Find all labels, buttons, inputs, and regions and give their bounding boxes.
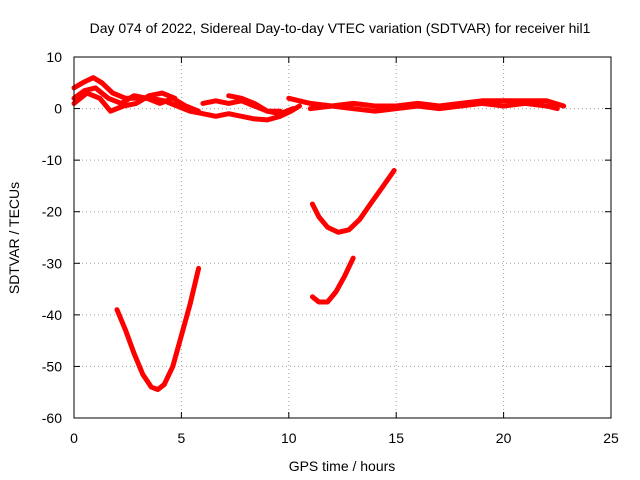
plot-frame: [73, 56, 612, 419]
x-tick-label: 20: [496, 430, 512, 446]
series-arc-1: [114, 265, 202, 393]
series-arc-2: [309, 168, 397, 235]
y-tick-label: -40: [42, 307, 62, 323]
series-near-zero-band-c: [71, 90, 178, 114]
grid-lines: [74, 57, 611, 418]
y-tick-label: -30: [42, 255, 62, 271]
y-tick-label: -10: [42, 152, 62, 168]
series-near-zero-band-b: [71, 85, 202, 114]
x-tick-label: 5: [178, 430, 186, 446]
series-near-zero-band-e: [226, 93, 296, 117]
x-axis-label: GPS time / hours: [289, 458, 396, 474]
series-near-zero-band-g: [307, 100, 560, 114]
x-tick-label: 10: [281, 430, 297, 446]
chart-title: Day 074 of 2022, Sidereal Day-to-day VTE…: [90, 20, 591, 36]
data-series: [71, 75, 567, 393]
y-axis-label: SDTVAR / TECUs: [6, 182, 22, 294]
x-tick-label: 25: [603, 430, 619, 446]
y-tick-label: -60: [42, 410, 62, 426]
x-tick-label: 15: [388, 430, 404, 446]
series-arc-3: [309, 255, 356, 305]
y-tick-label: -50: [42, 358, 62, 374]
y-tick-label: 0: [54, 101, 62, 117]
y-tick-label: -20: [42, 204, 62, 220]
x-tick-label: 0: [70, 430, 78, 446]
y-tick-label: 10: [46, 49, 62, 65]
axis-ticks: 0 5 10 15 20 25 10 0 -10 -20 -30 -40 -50 -60: [42, 49, 619, 446]
series-near-zero-band-a: [71, 75, 302, 123]
